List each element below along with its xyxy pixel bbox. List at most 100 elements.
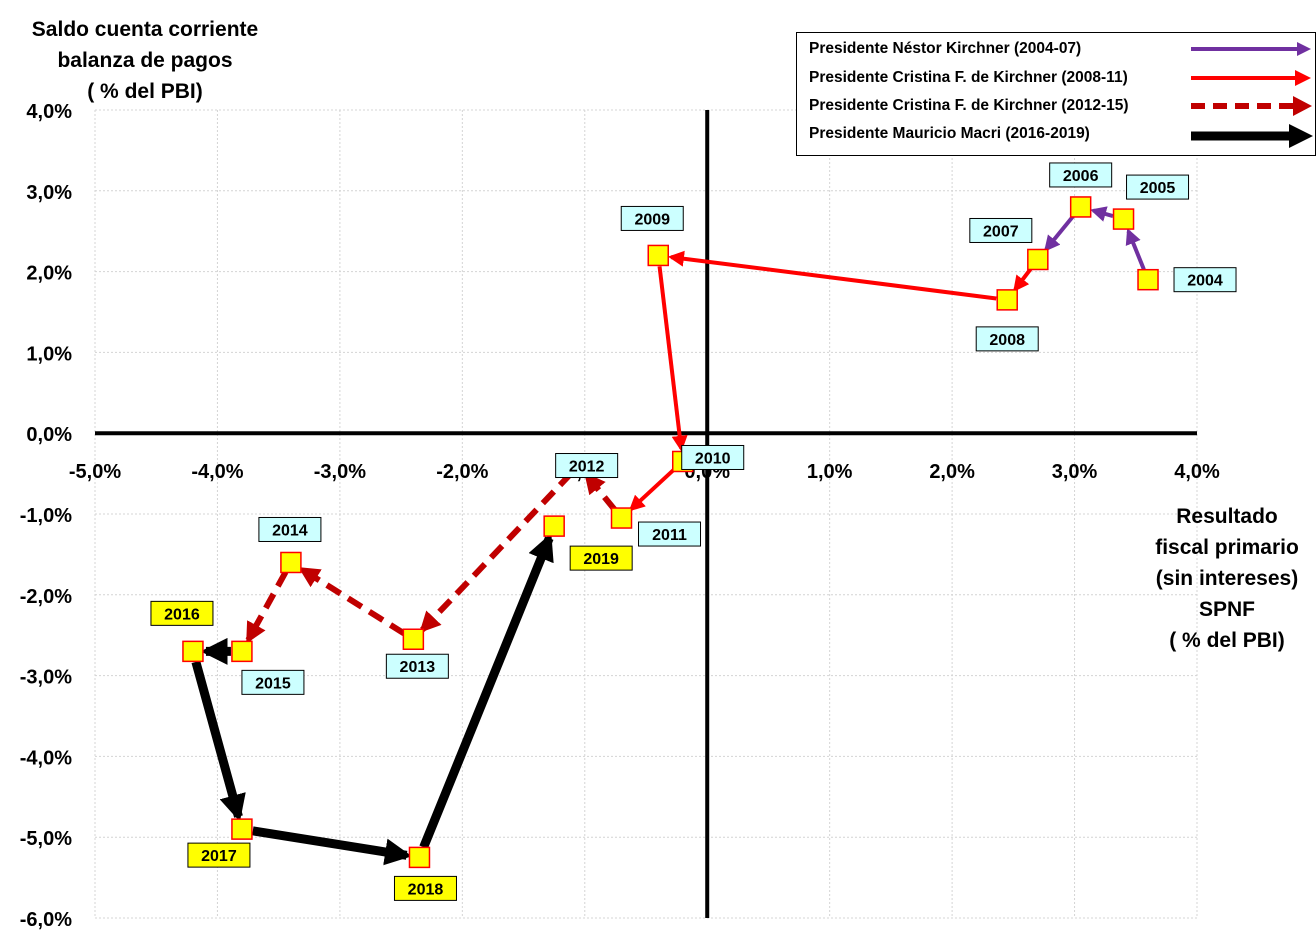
year-label: 2009	[634, 211, 670, 228]
legend-swatch-head	[1293, 96, 1312, 116]
x-tick-label: 4,0%	[1174, 461, 1220, 483]
trajectory-arrow	[1125, 228, 1146, 271]
y-axis-title-line: balanza de pagos	[57, 49, 233, 72]
legend-swatch-head	[1297, 42, 1311, 56]
trajectory-arrow	[1013, 267, 1033, 293]
trajectory-arrow	[298, 566, 406, 636]
data-point-marker	[543, 515, 565, 537]
trajectory-arrow	[667, 250, 997, 301]
y-tick-label: -2,0%	[20, 586, 72, 608]
data-point-marker	[280, 551, 302, 574]
year-label-box	[569, 545, 633, 571]
year-label: 2008	[989, 332, 1025, 349]
y-tick-label: 1,0%	[26, 343, 72, 365]
year-label: 2011	[652, 527, 687, 544]
year-label-box	[638, 521, 702, 547]
year-labels: 2004 2005 2006 2007 2008 2009 2010 2011 2012 2013…	[150, 162, 1237, 901]
x-tick-label: 2,0%	[929, 461, 975, 483]
year-label: 2006	[1063, 168, 1099, 185]
y-tick-label: -1,0%	[20, 505, 72, 527]
x-tick-label: -3,0%	[314, 461, 366, 483]
data-point-marker	[1137, 268, 1159, 291]
data-point-marker	[231, 818, 253, 840]
data-point-marker	[408, 846, 431, 869]
y-axis-title-line: Saldo cuenta corriente	[31, 18, 259, 41]
y-tick-label: -4,0%	[20, 747, 72, 769]
year-label-box	[620, 205, 684, 231]
year-label: 2015	[255, 675, 291, 692]
x-tick-label: 3,0%	[1052, 461, 1098, 483]
year-label: 2018	[408, 881, 444, 898]
year-label-box	[258, 516, 322, 542]
trajectory-arrow	[252, 826, 412, 866]
axes	[95, 110, 1197, 918]
x-axis-title: Resultado fiscal primario (sin intereses…	[1134, 501, 1316, 656]
data-point-marker	[1112, 208, 1135, 230]
data-point-marker	[996, 289, 1018, 311]
y-tick-label: 4,0%	[26, 101, 72, 123]
trajectory-arrow	[584, 472, 617, 512]
year-label: 2004	[1187, 273, 1223, 290]
trajectory-arrow	[245, 570, 289, 644]
year-label-box	[975, 326, 1039, 352]
x-tick-label: 1,0%	[807, 461, 853, 483]
year-label: 2016	[164, 606, 200, 623]
legend-label-kirchner-nestor: Presidente Néstor Kirchner (2004-07)	[809, 40, 1082, 57]
trajectory-arrow	[419, 471, 574, 633]
year-label-box	[1049, 162, 1113, 188]
year-label-box	[1173, 267, 1237, 293]
y-tick-label: 0,0%	[26, 424, 72, 446]
year-label: 2007	[983, 223, 1019, 240]
year-label: 2010	[695, 450, 731, 467]
year-label-box	[393, 875, 457, 901]
x-axis-title-line: Resultado	[1176, 505, 1278, 528]
trajectory-arrow	[1090, 206, 1114, 222]
year-label: 2012	[569, 459, 605, 476]
trajectory-arrow	[628, 467, 677, 512]
year-label: 2017	[201, 848, 237, 865]
year-label: 2014	[272, 522, 308, 539]
trajectory-arrows	[191, 206, 1146, 866]
y-tick-label: -3,0%	[20, 667, 72, 689]
year-label-box	[385, 653, 449, 679]
data-point-marker	[647, 244, 669, 267]
y-tick-label: 2,0%	[26, 263, 72, 285]
year-label: 2005	[1140, 180, 1176, 197]
y-axis-title-line: ( % del PBI)	[87, 80, 203, 103]
data-point-marker	[1027, 248, 1049, 271]
x-axis-title-line: (sin intereses)	[1155, 567, 1299, 590]
trajectory-arrow	[657, 266, 688, 452]
x-axis-title-line: SPNF	[1198, 598, 1255, 621]
x-axis-title-line: ( % del PBI)	[1169, 629, 1285, 652]
legend-label-cfk-2012: Presidente Cristina F. de Kirchner (2012…	[809, 97, 1129, 114]
x-tick-label: -4,0%	[191, 461, 243, 483]
data-point-marker	[182, 640, 204, 663]
year-label: 2013	[400, 659, 436, 676]
year-label: 2019	[583, 551, 619, 568]
y-tick-label: 3,0%	[26, 182, 72, 204]
data-point-marker	[610, 507, 633, 529]
x-axis-title-line: fiscal primario	[1155, 536, 1299, 559]
x-tick-label: -2,0%	[436, 461, 488, 483]
x-tick-label: -5,0%	[69, 461, 121, 483]
y-tick-label: -5,0%	[20, 828, 72, 850]
year-label-box	[969, 217, 1033, 243]
trajectory-arrow	[1044, 214, 1076, 252]
legend-swatch-head	[1289, 124, 1313, 148]
gridlines	[94, 109, 1198, 919]
data-point-marker	[402, 628, 425, 650]
year-label-box	[187, 842, 251, 868]
trajectory-arrow	[191, 660, 246, 822]
year-label-box	[681, 444, 745, 470]
year-label-box	[150, 600, 214, 626]
trajectory-arrow	[419, 533, 554, 849]
year-label-box	[241, 669, 305, 695]
legend: Presidente Néstor Kirchner (2004-07) Pre…	[796, 32, 1316, 156]
legend-swatches	[1191, 42, 1313, 148]
year-label-box	[555, 453, 619, 479]
data-point-marker	[231, 640, 253, 663]
data-point-marker	[1069, 196, 1092, 218]
legend-label-cfk-2008: Presidente Cristina F. de Kirchner (2008…	[809, 69, 1128, 86]
legend-label-macri: Presidente Mauricio Macri (2016-2019)	[809, 125, 1090, 142]
